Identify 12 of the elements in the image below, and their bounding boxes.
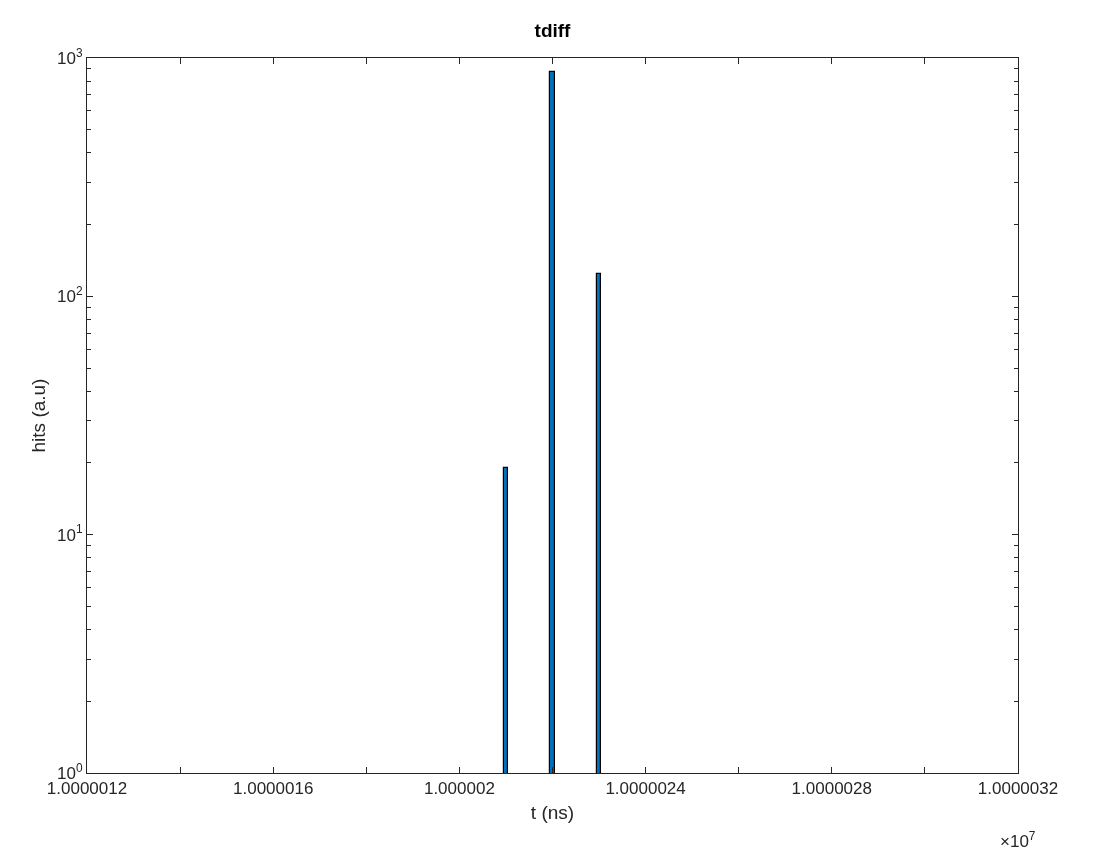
x-axis-title: t (ns) — [530, 802, 575, 824]
y-tick-label: 10$^{1}$ — [57, 522, 83, 545]
x-tick-label: 1.000002 — [423, 779, 495, 799]
x-tick-label: 1.0000028 — [791, 779, 872, 799]
x-tick-label: 1.0000032 — [977, 779, 1059, 799]
text: ×10$^{7}$ — [1000, 829, 1036, 852]
chart-title: tdiff — [534, 19, 572, 41]
x-tick-label: 1.0000016 — [233, 779, 314, 799]
y-tick-label: 10$^{2}$ — [57, 284, 83, 307]
y-axis-title: hits (a.u) — [27, 378, 49, 453]
y-tick-label: 10$^{3}$ — [57, 45, 83, 68]
x-tick-label: 1.0000024 — [605, 779, 686, 799]
